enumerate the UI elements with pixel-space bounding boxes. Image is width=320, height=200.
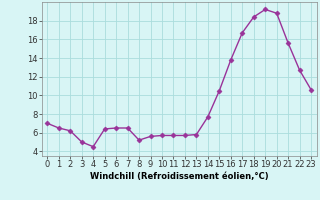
X-axis label: Windchill (Refroidissement éolien,°C): Windchill (Refroidissement éolien,°C) <box>90 172 268 181</box>
